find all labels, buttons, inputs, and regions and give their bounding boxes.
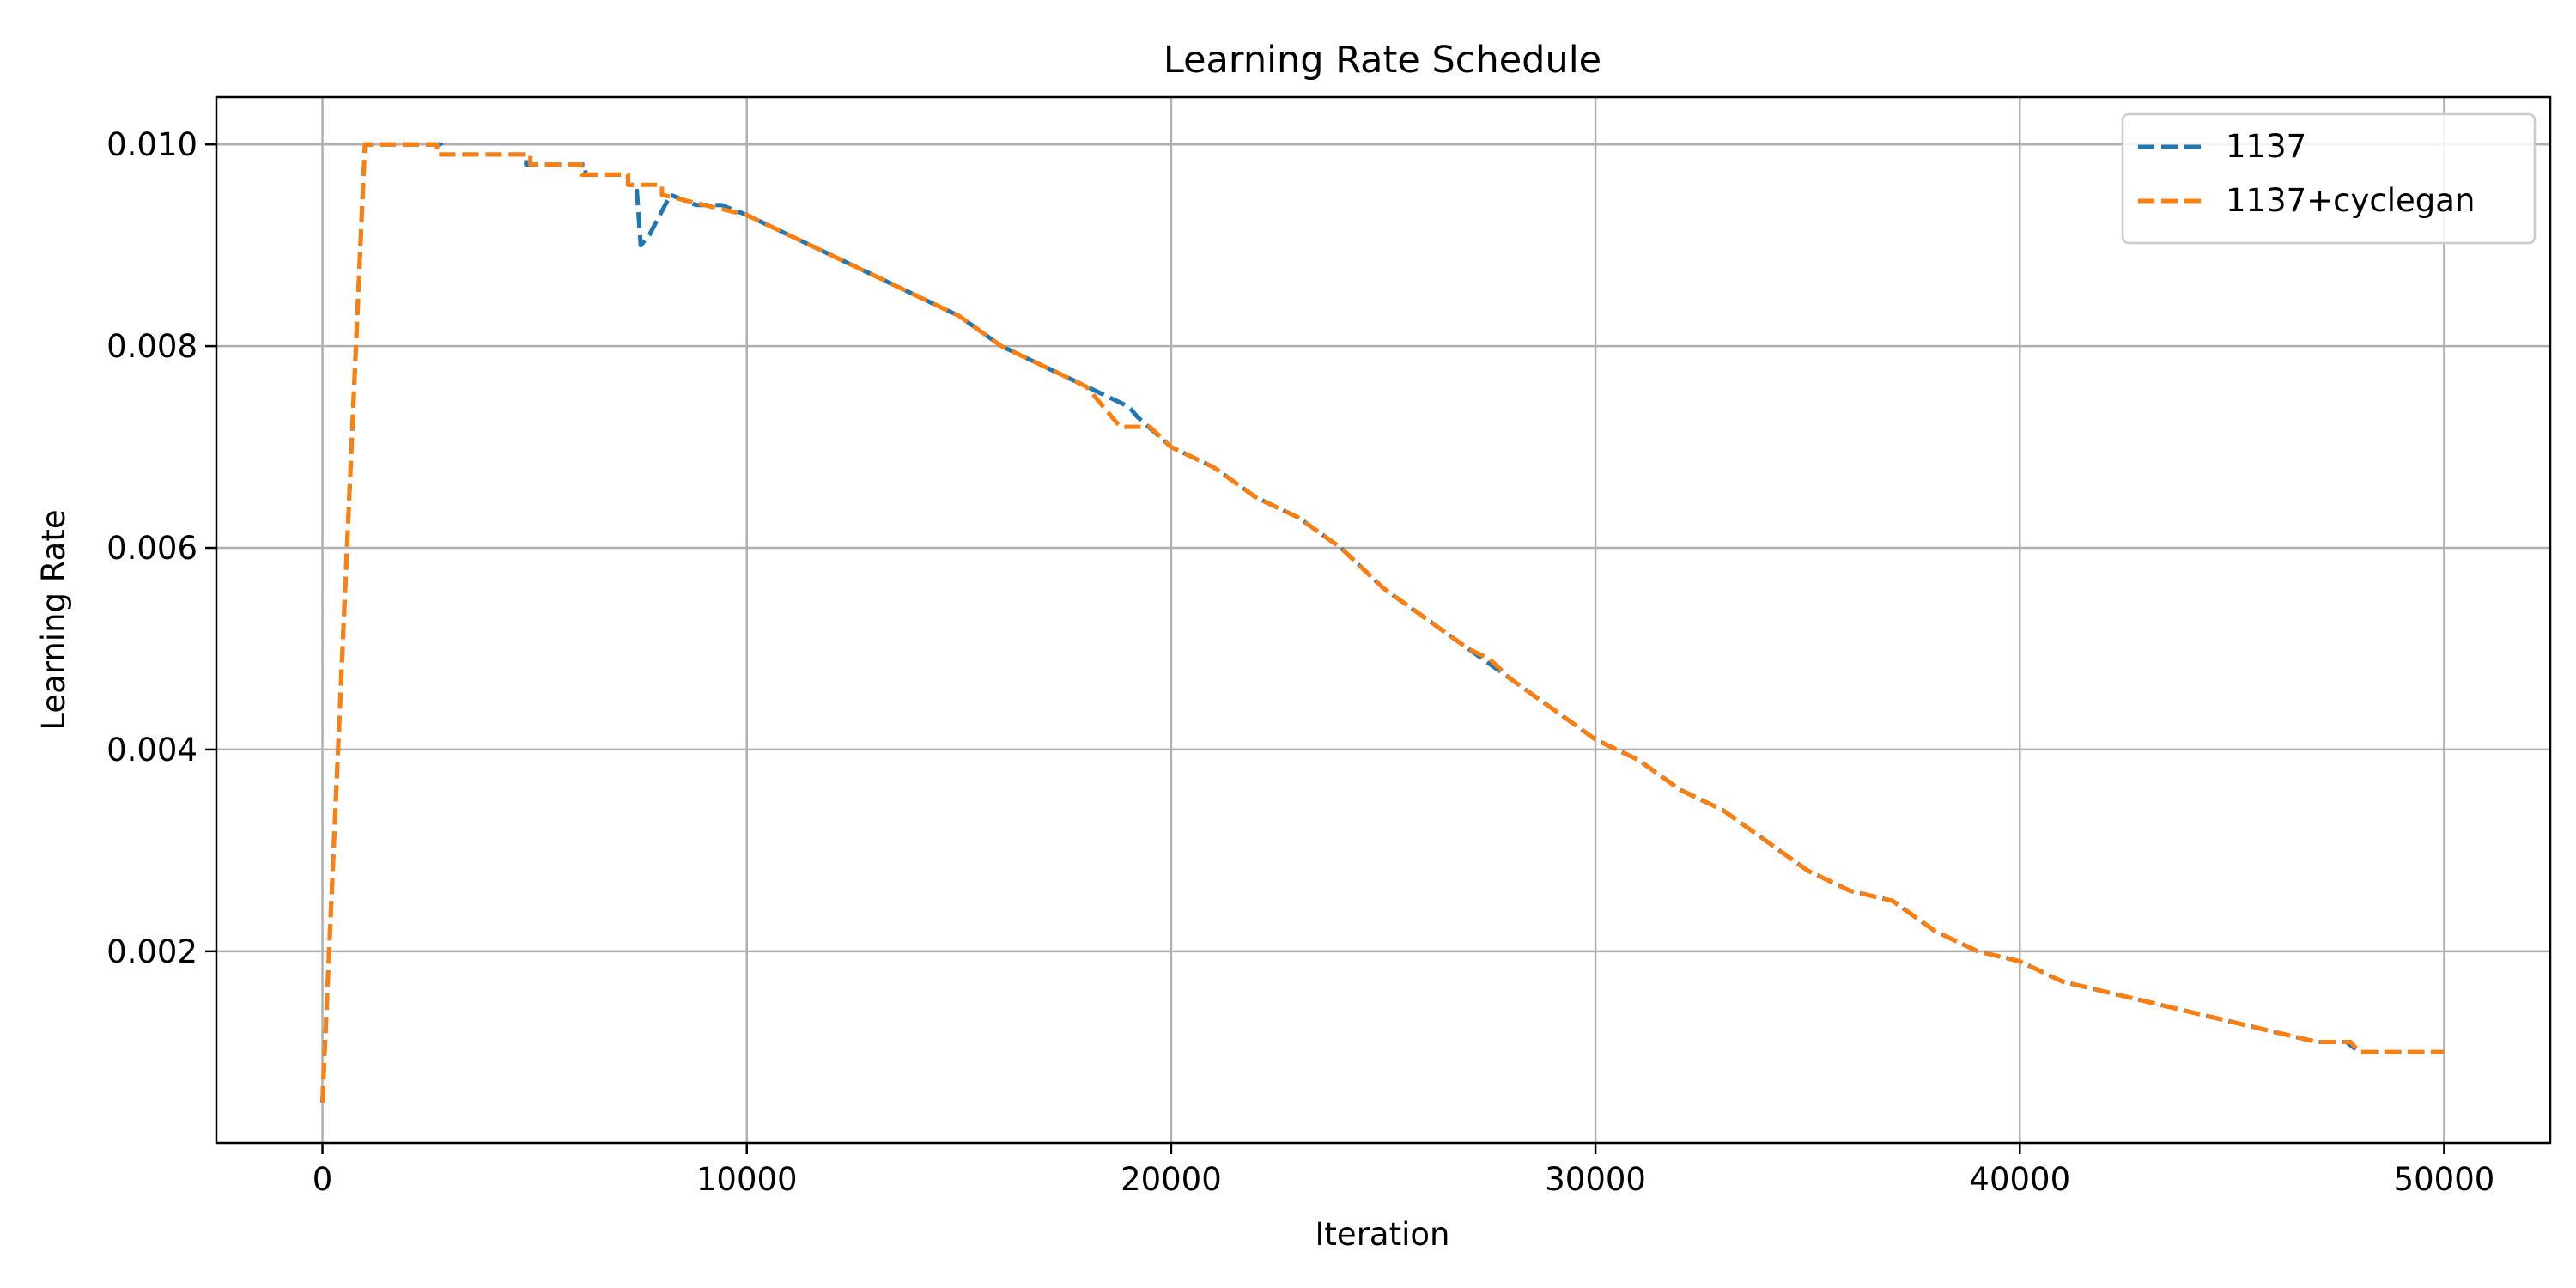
y-tick-label: 0.006 [106,530,197,567]
x-axis-ticks: 0 10000 20000 30000 40000 50000 [313,1143,2495,1198]
x-tick-label: 10000 [696,1161,798,1198]
x-tick-label: 30000 [1545,1161,1646,1198]
legend-label: 1137 [2226,128,2306,165]
x-axis-label: Iteration [1315,1216,1450,1253]
y-tick-label: 0.002 [106,933,197,970]
x-tick-label: 0 [313,1161,333,1198]
plot-frame [215,95,2552,1145]
chart-title: Learning Rate Schedule [1163,39,1601,82]
series-layer [320,142,2445,1103]
y-axis-label: Learning Rate [35,509,72,730]
legend-box [2121,112,2537,245]
x-tick-label: 40000 [1969,1161,2070,1198]
y-tick-label: 0.008 [106,328,197,365]
legend-label: 1137+cyclegan [2226,182,2475,219]
series-line-2 [320,142,2445,1103]
x-tick-label: 50000 [2394,1161,2495,1198]
y-tick-label: 0.004 [106,732,197,769]
x-tick-label: 20000 [1121,1161,1222,1198]
legend: 1137 1137+cyclegan [2121,112,2537,245]
y-tick-label: 0.010 [106,126,197,163]
y-axis-ticks: 0.002 0.004 0.006 0.008 0.010 [106,126,216,970]
